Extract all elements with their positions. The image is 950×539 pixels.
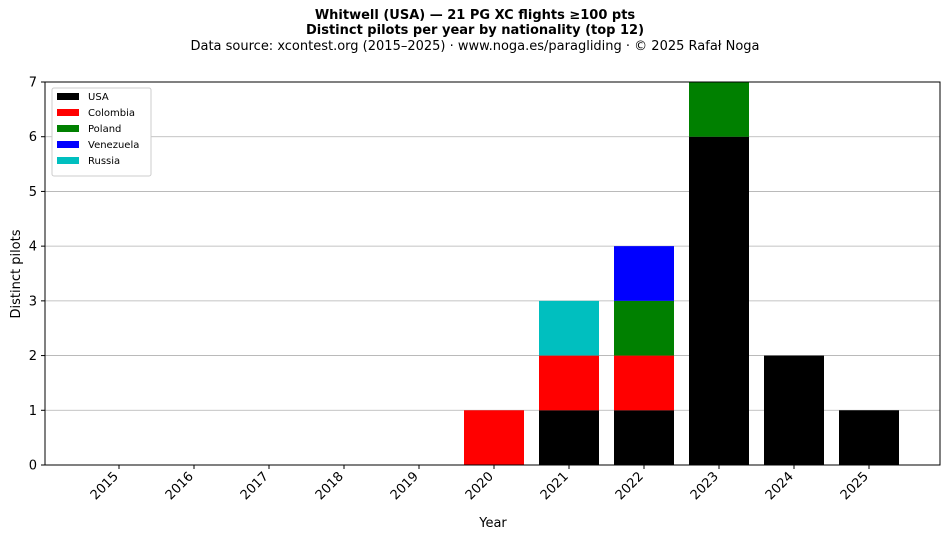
bar-segment <box>614 410 674 465</box>
legend-swatch <box>57 93 79 100</box>
x-tick-label: 2020 <box>463 469 497 503</box>
bar-segment <box>614 300 674 356</box>
y-axis-ticks: 0 1 2 3 4 5 6 7 <box>29 76 45 474</box>
bar-segment <box>539 300 599 356</box>
y-tick-label: 7 <box>29 76 37 91</box>
y-axis-label: Distinct pilots <box>9 229 24 318</box>
legend-swatch <box>57 109 79 116</box>
x-tick-label: 2024 <box>763 469 797 503</box>
x-tick-label: 2023 <box>688 469 722 503</box>
bar-segment <box>689 136 749 465</box>
bar-segment <box>539 355 599 411</box>
x-tick-label: 2016 <box>163 469 197 503</box>
x-tick-label: 2018 <box>313 469 347 503</box>
y-tick-label: 6 <box>29 130 37 145</box>
chart-header: Whitwell (USA) — 21 PG XC flights ≥100 p… <box>0 8 950 56</box>
y-tick-label: 2 <box>29 349 37 364</box>
legend-label: USA <box>88 92 109 103</box>
bar-segment <box>764 355 824 465</box>
y-tick-label: 3 <box>29 294 37 309</box>
x-tick-label: 2015 <box>88 469 122 503</box>
bar-segment <box>689 82 749 137</box>
chart-title-secondary: Distinct pilots per year by nationality … <box>305 23 645 38</box>
legend-swatch <box>57 125 79 132</box>
bar-segment <box>839 410 899 465</box>
plot-frame <box>44 81 941 466</box>
x-axis-ticks: 2015 2016 2017 2018 2019 2020 2021 2022 2023 2024… <box>88 465 872 503</box>
x-axis-label: Year <box>478 516 507 531</box>
chart-title: Whitwell (USA) — 21 PG XC flights ≥100 p… <box>314 8 636 23</box>
legend-swatch <box>57 157 79 164</box>
y-tick-label: 1 <box>29 404 37 419</box>
bar-segment <box>614 246 674 301</box>
x-tick-label: 2019 <box>388 469 422 503</box>
legend-swatch <box>57 141 79 148</box>
chart-subtitle: Data source: xcontest.org (2015–2025) · … <box>190 39 760 54</box>
x-tick-label: 2022 <box>613 469 647 503</box>
bar-segment <box>614 355 674 411</box>
y-tick-label: 4 <box>29 240 37 255</box>
bar-segment <box>539 410 599 465</box>
y-tick-label: 0 <box>29 459 37 474</box>
legend: USA Colombia Poland Venezuela Russia <box>51 87 152 177</box>
x-tick-label: 2017 <box>238 469 272 503</box>
y-tick-label: 5 <box>29 185 37 200</box>
legend-label: Poland <box>88 124 121 135</box>
bars <box>464 82 899 465</box>
legend-label: Venezuela <box>88 140 139 151</box>
x-tick-label: 2025 <box>838 469 872 503</box>
legend-label: Colombia <box>88 108 135 119</box>
x-tick-label: 2021 <box>538 469 572 503</box>
legend-label: Russia <box>88 156 120 167</box>
bar-segment <box>464 410 524 465</box>
